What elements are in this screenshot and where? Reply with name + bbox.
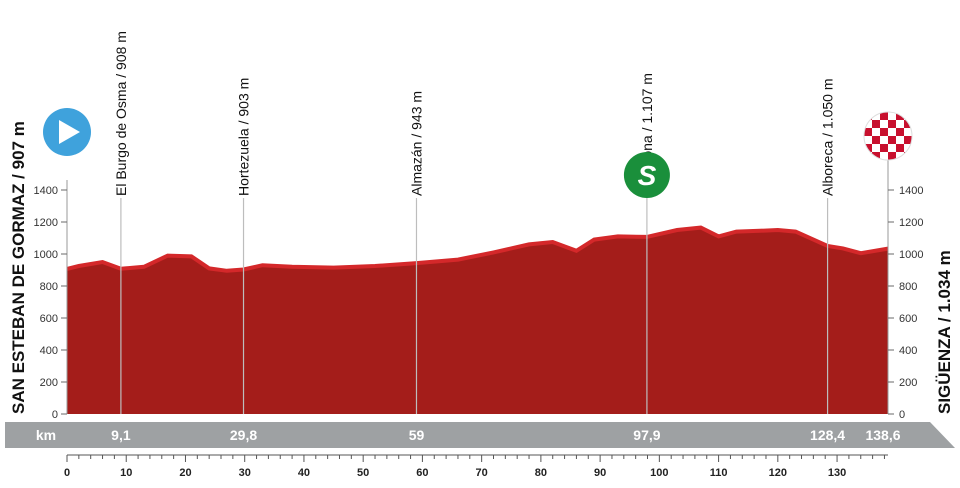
finish-flag-square: [896, 112, 904, 120]
x-tick-label: 20: [179, 467, 191, 479]
finish-flag-square: [864, 128, 872, 136]
waypoint-label: Almazán / 943 m: [408, 91, 424, 196]
finish-flag-square: [880, 128, 888, 136]
x-tick-label: 10: [120, 467, 132, 479]
x-tick-label: 40: [298, 467, 310, 479]
y-tick-label-right: 200: [899, 377, 917, 389]
x-tick-label: 100: [650, 467, 668, 479]
y-tick-label-left: 1400: [34, 185, 58, 197]
x-tick-label: 120: [769, 467, 787, 479]
finish-flag-square: [888, 136, 896, 144]
km-band-value: 29,8: [230, 427, 257, 443]
sprint-icon-letter: S: [638, 160, 657, 191]
x-tick-label: 30: [239, 467, 251, 479]
y-tick-label-right: 600: [899, 313, 917, 325]
y-tick-label-left: 400: [40, 345, 58, 357]
finish-flag-square: [888, 120, 896, 128]
finish-flag-square: [896, 128, 904, 136]
finish-flag-square: [896, 144, 904, 152]
elevation-rim: [66, 225, 889, 273]
y-tick-label-left: 800: [40, 281, 58, 293]
y-tick-label-left: 200: [40, 377, 58, 389]
finish-flag-square: [864, 160, 872, 168]
km-band-value: 97,9: [633, 427, 660, 443]
y-tick-label-left: 1000: [34, 249, 58, 261]
km-band-value: 59: [409, 427, 425, 443]
y-tick-label-right: 400: [899, 345, 917, 357]
y-tick-label-left: 0: [52, 409, 58, 421]
x-tick-label: 80: [535, 467, 547, 479]
sprint-icon: [623, 152, 670, 198]
km-unit-label: km: [36, 427, 56, 443]
finish-flag-square: [912, 160, 920, 168]
y-tick-label-right: 800: [899, 281, 917, 293]
finish-flag-ring: [863, 111, 913, 161]
x-tick-label: 0: [64, 467, 70, 479]
finish-flag-square: [888, 152, 896, 160]
y-tick-label-right: 1000: [899, 249, 923, 261]
y-tick-label-left: 1200: [34, 217, 58, 229]
elevation-area: [67, 227, 888, 414]
km-band-value: 128,4: [810, 427, 845, 443]
x-tick-label: 110: [710, 467, 728, 479]
finish-location-label: SIGÜENZA / 1.034 m: [935, 250, 954, 414]
waypoint-label: El Burgo de Osma / 908 m: [113, 31, 129, 196]
x-tick-label: 60: [416, 467, 428, 479]
km-band: [5, 422, 955, 448]
finish-flag-square: [896, 160, 904, 168]
finish-flag-square: [880, 160, 888, 168]
finish-flag-square: [912, 112, 920, 120]
y-tick-label-right: 0: [899, 409, 905, 421]
finish-flag-square: [864, 144, 872, 152]
finish-flag-square: [904, 120, 912, 128]
play-triangle-icon: [59, 120, 80, 144]
finish-flag-square: [872, 120, 880, 128]
x-tick-label: 50: [357, 467, 369, 479]
y-tick-label-left: 600: [40, 313, 58, 325]
km-band-value: 9,1: [111, 427, 131, 443]
waypoint-label: Hortezuela / 903 m: [236, 78, 252, 196]
finish-flag-square: [912, 128, 920, 136]
x-tick-label: 90: [594, 467, 606, 479]
x-tick-label: 70: [476, 467, 488, 479]
finish-flag-square: [912, 144, 920, 152]
km-band-value-finish: 138,6: [865, 427, 900, 443]
y-tick-label-right: 1200: [899, 217, 923, 229]
finish-flag-square: [880, 144, 888, 152]
finish-flag-square: [872, 152, 880, 160]
waypoint-label: Alboreca / 1.050 m: [820, 78, 836, 196]
finish-flag-square: [904, 136, 912, 144]
finish-flag-square: [880, 112, 888, 120]
x-tick-label: 130: [828, 467, 846, 479]
y-tick-label-right: 1400: [899, 185, 923, 197]
start-location-label: SAN ESTEBAN DE GORMAZ / 907 m: [9, 121, 28, 414]
finish-flag-square: [872, 136, 880, 144]
